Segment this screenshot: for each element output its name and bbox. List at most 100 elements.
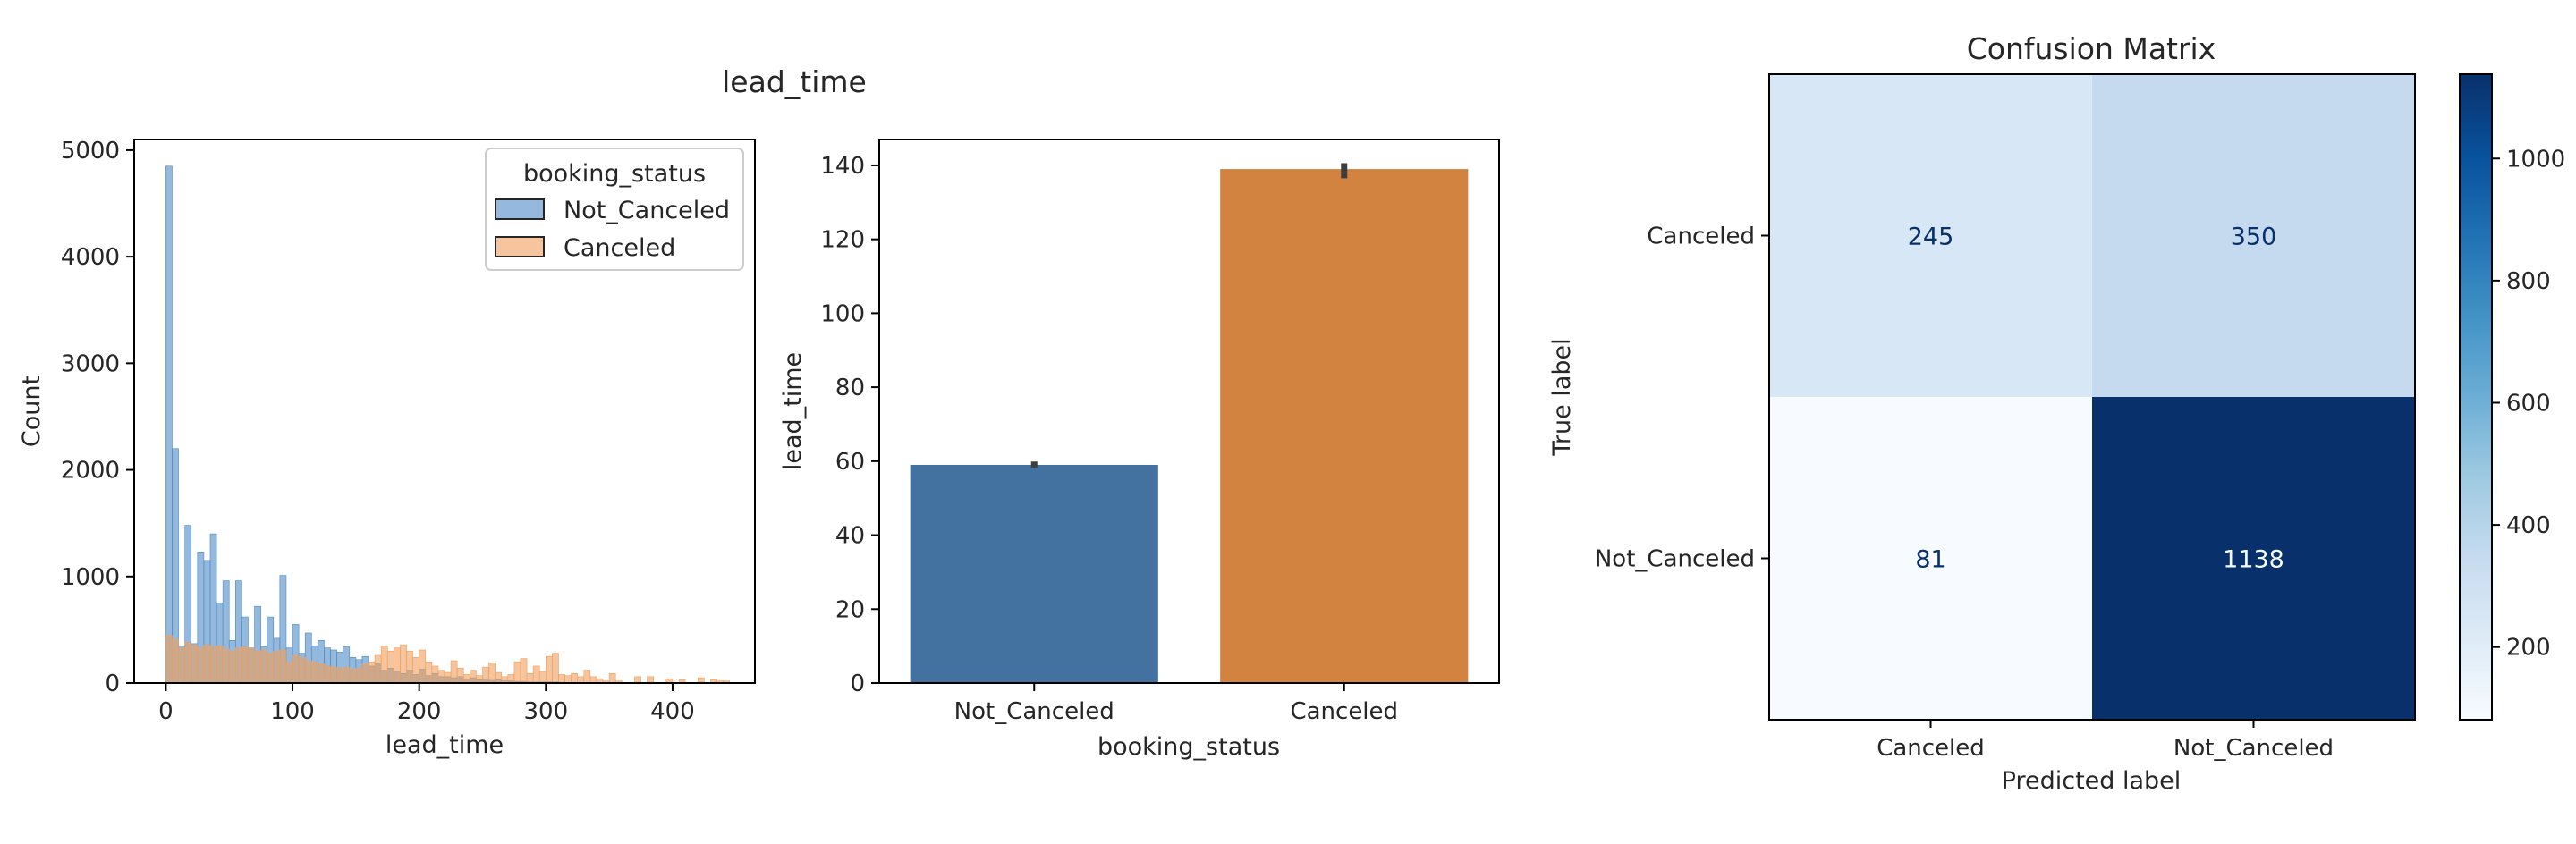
- barplot-ytick-label: 20: [835, 596, 865, 623]
- confusion-matrix-cells: 245 350 81 1138: [1769, 74, 2415, 720]
- histogram-bar: [546, 655, 553, 684]
- histogram-bar: [318, 663, 325, 684]
- histogram-bar: [330, 666, 337, 684]
- histogram-bar: [285, 661, 293, 684]
- histogram-bar: [355, 668, 363, 684]
- colorbar-tick-label: 400: [2506, 512, 2551, 539]
- histogram-bar: [361, 663, 369, 684]
- histogram-bar: [482, 666, 489, 684]
- histogram-xtick-label: 0: [158, 698, 174, 725]
- histogram-bar: [374, 654, 382, 684]
- matrix-cell: [2092, 397, 2415, 720]
- histogram-bar: [216, 645, 224, 684]
- histogram-bar: [462, 674, 470, 684]
- histogram-bar: [538, 671, 547, 684]
- confusion-matrix-title: Confusion Matrix: [1967, 31, 2216, 66]
- histogram-bar: [248, 647, 255, 684]
- histogram-bar: [589, 676, 597, 684]
- colorbar-ticks: 200 400 600 800 1000: [2492, 146, 2565, 662]
- histogram-xtick-label: 100: [270, 698, 315, 725]
- histogram-bar: [203, 644, 211, 684]
- histogram-bar: [235, 647, 242, 684]
- histogram-bar: [634, 676, 641, 684]
- histogram-bar: [242, 646, 249, 684]
- matrix-cell-value: 1138: [2223, 546, 2284, 574]
- histogram-bar: [501, 676, 509, 684]
- histogram-bar: [222, 648, 230, 684]
- barplot-ticks: Not_Canceled Canceled 0 20 40 60 80 100 120 140: [820, 153, 1398, 725]
- histogram-bar: [412, 657, 419, 684]
- histogram-bar: [267, 653, 275, 684]
- histogram-bar: [400, 644, 407, 684]
- histogram-bar: [254, 650, 261, 684]
- histogram-bar: [431, 665, 439, 684]
- histogram-ytick-label: 4000: [61, 244, 120, 271]
- confusion-matrix-panel: Confusion Matrix 245 350 81 1138 Canceled No…: [1548, 31, 2565, 795]
- barplot-ytick-label: 0: [850, 671, 865, 697]
- histogram-bar: [437, 670, 445, 684]
- histogram-bar: [495, 671, 503, 684]
- matrix-xtick-label: Canceled: [1877, 735, 1985, 762]
- legend-swatch-canceled: [495, 236, 545, 257]
- histogram-bar: [520, 658, 528, 684]
- histogram-bar: [336, 668, 343, 684]
- histogram-bar: [292, 654, 300, 684]
- histogram-bar: [228, 650, 236, 684]
- confusion-matrix-ticks: Canceled Not_Canceled Canceled Not_Canceled: [1595, 224, 2334, 763]
- histogram-bar: [470, 670, 477, 684]
- matrix-cell-value: 350: [2231, 224, 2277, 251]
- histogram-xtick-label: 300: [523, 698, 568, 725]
- barplot-xlabel: booking_status: [1097, 733, 1280, 761]
- histogram-bar: [209, 646, 217, 684]
- matrix-cell-value: 245: [1908, 224, 1954, 251]
- histogram-bar: [191, 644, 199, 684]
- histogram-ytick-label: 0: [105, 671, 120, 697]
- colorbar-tick-label: 600: [2506, 390, 2551, 417]
- histogram-bar: [178, 647, 185, 684]
- histogram-bar: [304, 660, 312, 684]
- barplot-axes-frame: [878, 139, 1500, 684]
- colorbar-tick-label: 1000: [2506, 146, 2565, 173]
- barplot-ytick-label: 100: [820, 300, 865, 327]
- histogram-ytick-label: 3000: [61, 350, 120, 377]
- histogram-ytick-label: 1000: [61, 564, 120, 591]
- histogram-bar: [552, 653, 559, 684]
- barplot-panel: Not_Canceled Canceled 0 20 40 60 80 100 120 140 b…: [779, 139, 1500, 761]
- confusion-matrix-xlabel: Predicted label: [2002, 767, 2182, 795]
- histogram-legend: booking_status Not_Canceled Canceled: [485, 148, 744, 271]
- matrix-xtick-label: Not_Canceled: [2174, 735, 2334, 762]
- histogram-bar: [488, 663, 496, 684]
- histogram-bar: [184, 642, 192, 684]
- histogram-bar: [476, 675, 483, 684]
- histogram-bar: [419, 649, 427, 684]
- histogram-bar: [583, 670, 591, 684]
- histogram-bar: [577, 676, 585, 684]
- barplot-ytick-label: 120: [820, 227, 865, 254]
- figure-title: lead_time: [722, 64, 867, 99]
- histogram-xtick-label: 400: [650, 698, 695, 725]
- histogram-bar: [608, 672, 616, 684]
- barplot-ytick-label: 80: [835, 375, 865, 401]
- histogram-bar: [349, 669, 357, 684]
- histogram-bar: [444, 671, 452, 684]
- matrix-cell: [1769, 397, 2092, 720]
- confusion-matrix-frame: [1768, 73, 2416, 721]
- confusion-matrix-ylabel: True label: [1548, 338, 1576, 456]
- matrix-ytick-label: Not_Canceled: [1595, 546, 1755, 573]
- bar: [1220, 169, 1469, 683]
- histogram-xlabel: lead_time: [386, 731, 504, 759]
- histogram-bar: [394, 647, 401, 684]
- histogram-bar: [380, 645, 388, 684]
- matrix-ytick-label: Canceled: [1647, 224, 1755, 250]
- barplot-ytick-label: 140: [820, 153, 865, 180]
- histogram-bar: [456, 668, 464, 684]
- histogram-bar: [507, 674, 515, 684]
- histogram-bar: [310, 661, 318, 684]
- histogram-bar: [260, 649, 268, 684]
- legend-title: booking_status: [523, 160, 706, 188]
- colorbar-tick-label: 200: [2506, 635, 2551, 662]
- barplot-ylabel: lead_time: [779, 352, 807, 470]
